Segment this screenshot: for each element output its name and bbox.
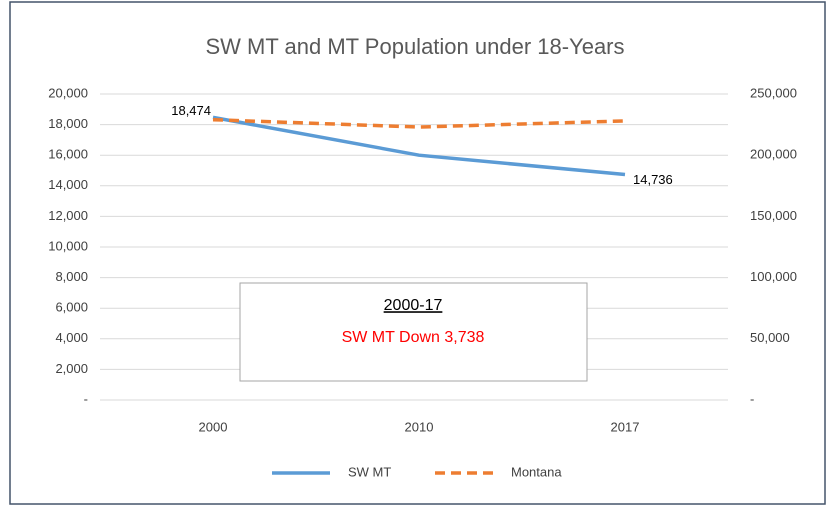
x-tick-label: 2017 xyxy=(611,419,640,434)
y-tick-label: 8,000 xyxy=(55,269,88,284)
data-label: 18,474 xyxy=(171,103,211,118)
y-tick-label: 16,000 xyxy=(48,147,88,162)
y-tick-label: 14,000 xyxy=(48,177,88,192)
y2-tick-label: 150,000 xyxy=(750,208,797,223)
y-tick-label: 2,000 xyxy=(55,361,88,376)
data-label: 14,736 xyxy=(633,172,673,187)
legend-label: SW MT xyxy=(348,464,391,479)
y2-tick-label: - xyxy=(750,391,754,406)
y-tick-label: 18,000 xyxy=(48,116,88,131)
y-tick-label: 10,000 xyxy=(48,238,88,253)
x-tick-label: 2000 xyxy=(199,419,228,434)
y-tick-label: 20,000 xyxy=(48,85,88,100)
y2-tick-label: 200,000 xyxy=(750,147,797,162)
y-tick-label: 12,000 xyxy=(48,208,88,223)
annotation-text: SW MT Down 3,738 xyxy=(342,329,485,346)
chart-frame xyxy=(9,1,826,505)
y-tick-label: 4,000 xyxy=(55,330,88,345)
chart-title: SW MT and MT Population under 18-Years xyxy=(205,34,624,59)
series-line xyxy=(212,117,626,129)
annotation-title: 2000-17 xyxy=(384,297,443,314)
series-line xyxy=(212,115,626,177)
y-tick-label: 6,000 xyxy=(55,300,88,315)
x-tick-label: 2010 xyxy=(405,419,434,434)
annotation-box xyxy=(239,282,588,382)
y2-tick-label: 250,000 xyxy=(750,85,797,100)
legend-label: Montana xyxy=(511,464,562,479)
y2-tick-label: 100,000 xyxy=(750,269,797,284)
y2-tick-label: 50,000 xyxy=(750,330,790,345)
y-tick-label: - xyxy=(84,391,88,406)
